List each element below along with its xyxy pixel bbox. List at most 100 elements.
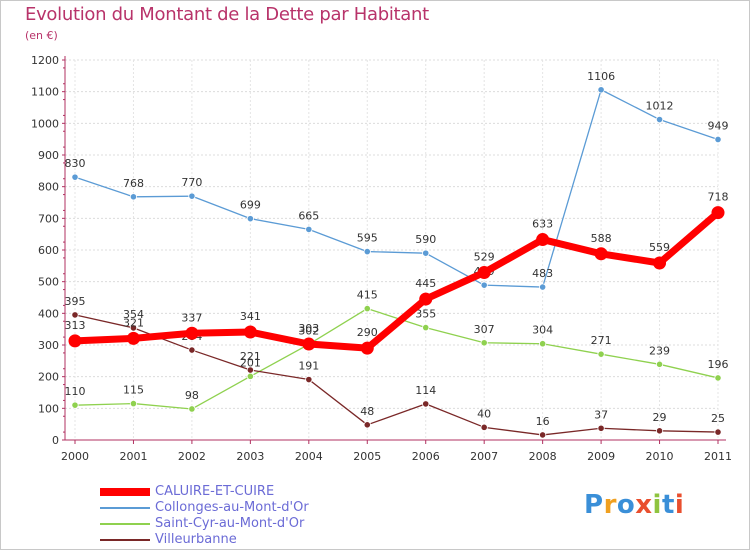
legend-swatch [100, 539, 150, 541]
data-label: 665 [298, 209, 319, 222]
y-tick-label: 900 [38, 149, 59, 162]
data-label: 483 [532, 267, 553, 280]
data-label: 395 [65, 295, 86, 308]
data-label: 221 [240, 350, 261, 363]
data-label: 110 [65, 385, 86, 398]
data-point [126, 331, 140, 345]
data-point [246, 366, 254, 374]
data-label: 191 [298, 360, 319, 373]
data-point [422, 323, 430, 332]
series-line [74, 89, 719, 288]
data-label: 337 [181, 311, 202, 324]
data-label: 949 [708, 119, 729, 132]
x-tick-label: 2002 [178, 450, 206, 463]
data-point [539, 431, 547, 439]
data-point [188, 405, 196, 413]
data-label: 718 [708, 191, 729, 204]
data-label: 341 [240, 310, 261, 323]
y-tick-label: 300 [38, 339, 59, 352]
x-tick-label: 2008 [529, 450, 557, 463]
legend-label: Collonges-au-Mont-d'Or [155, 500, 309, 515]
data-point [188, 346, 196, 354]
data-point [246, 372, 254, 380]
data-point [653, 256, 667, 270]
data-point [129, 399, 138, 408]
legend-label: CALUIRE-ET-CUIRE [155, 484, 275, 499]
data-point [711, 206, 725, 220]
logo-letter: i [674, 490, 685, 520]
proxiti-logo: Proxiti [584, 490, 684, 520]
x-tick-label: 2005 [353, 450, 381, 463]
x-tick-label: 2009 [587, 450, 615, 463]
logo-letter: P [584, 490, 604, 520]
data-point [363, 247, 371, 256]
data-label: 304 [532, 324, 553, 337]
y-tick-label: 1200 [31, 54, 59, 67]
y-tick-label: 700 [38, 212, 59, 225]
y-tick-label: 1100 [31, 86, 59, 99]
data-point [246, 215, 254, 223]
data-label: 98 [185, 389, 199, 402]
logo-letter: t [661, 490, 675, 520]
data-point [480, 281, 488, 289]
data-label: 40 [477, 407, 491, 420]
y-tick-label: 0 [52, 434, 59, 447]
series-line [74, 314, 719, 436]
data-point [655, 115, 664, 124]
data-label: 595 [357, 232, 378, 245]
data-label: 588 [591, 232, 612, 245]
legend-swatch [100, 507, 150, 509]
logo-letter: i [652, 490, 662, 520]
data-point [597, 350, 605, 358]
data-point [597, 86, 605, 94]
data-label: 355 [415, 308, 436, 321]
data-point [594, 247, 608, 261]
data-label: 271 [591, 334, 612, 347]
y-tick-label: 800 [38, 181, 59, 194]
y-tick-label: 400 [38, 307, 59, 320]
data-point [305, 225, 313, 234]
x-tick-label: 2003 [236, 450, 264, 463]
x-tick-label: 2001 [119, 450, 147, 463]
data-point [71, 401, 79, 409]
data-point [597, 424, 605, 432]
data-point [71, 173, 79, 181]
x-tick-label: 2004 [295, 450, 323, 463]
data-label: 529 [474, 250, 495, 263]
data-label: 415 [357, 289, 378, 302]
data-label: 290 [357, 326, 378, 339]
y-tick-label: 200 [38, 371, 59, 384]
data-point [129, 324, 138, 332]
data-label: 37 [594, 408, 608, 421]
data-label: 633 [532, 218, 553, 231]
legend-swatch [100, 488, 150, 496]
y-tick-label: 1000 [31, 117, 59, 130]
data-point [714, 374, 722, 382]
data-point [360, 341, 374, 355]
logo-letter: o [616, 490, 636, 520]
data-label: 445 [415, 277, 436, 290]
data-label: 307 [474, 323, 495, 336]
data-point [480, 339, 488, 347]
data-label: 321 [123, 316, 144, 329]
data-point [188, 192, 196, 200]
x-tick-label: 2011 [704, 450, 732, 463]
data-label: 354 [123, 308, 144, 321]
data-label: 313 [65, 319, 86, 332]
data-point [536, 233, 550, 247]
data-label: 48 [360, 405, 374, 418]
legend-label: Villeurbanne [155, 532, 237, 547]
data-label: 559 [649, 241, 670, 254]
chart-title: Evolution du Montant de la Dette par Hab… [25, 4, 429, 25]
x-tick-label: 2000 [61, 450, 89, 463]
series-line [71, 209, 722, 352]
data-point [655, 360, 664, 368]
y-tick-label: 600 [38, 244, 59, 257]
legend-label: Saint-Cyr-au-Mont-d'Or [155, 516, 305, 531]
x-tick-label: 2007 [470, 450, 498, 463]
logo-letter: r [603, 490, 617, 520]
data-point [539, 340, 547, 348]
data-point [71, 311, 79, 319]
data-label: 1106 [587, 70, 615, 83]
data-point [419, 292, 433, 306]
